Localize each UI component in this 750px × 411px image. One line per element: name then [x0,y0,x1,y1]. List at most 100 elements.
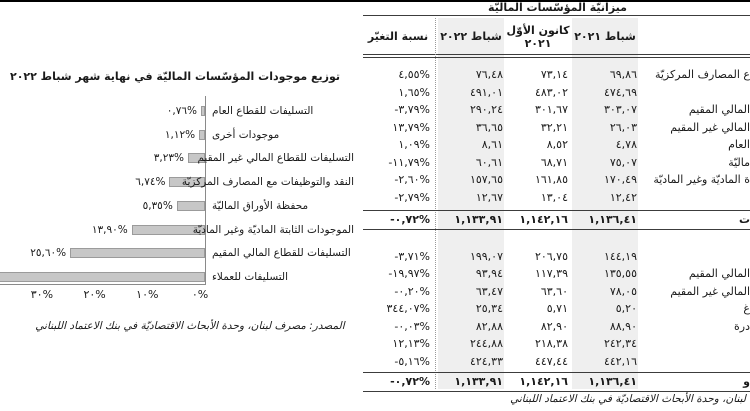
section2-total-top-rule [363,372,750,373]
cell-dec-2021: ٣٢,٢١ [540,120,568,134]
cell-dec-2021: ١,١٤٢,١٦ [519,213,568,226]
cell-change: -٢,٦٠% [394,173,430,186]
table-row: -٥,١٦% ٤٢٤,٣٣ ٤٤٧,٤٤ ٤٤٢,١٦ [0,355,750,369]
cell-row-label: المالي المقيم [688,103,750,116]
cell-change: -٠,٧٢% [390,374,430,388]
cell-dec-2021: ٥,٧١ [546,302,568,315]
feb2021-column-shading [572,18,638,389]
table-row: -٢,٧٩% ١٢,٦٧ ١٣,٠٤ ١٢,٤٢ [0,191,750,205]
cell-change: ١,٠٩% [398,138,430,151]
section2-total-bottom-rule [363,391,750,392]
cell-dec-2021: ١١٧,٣٩ [534,267,568,280]
x-axis-tick-label: ١٠% [136,288,159,301]
table-row: -٠,٢٠% ٦٣,٤٧ ٦٣,٦٠ ٧٨,٠٥ المالي غير المقيم [0,285,750,299]
cell-dec-2021: ٦٣,٦٠ [540,284,568,298]
cell-dec-2021: ١٦١,٨٥ [534,173,568,186]
feb2022-column-shading [438,18,504,389]
cell-change: ٤,٥٥% [398,68,430,81]
cell-feb-2021: ٧٥,٠٧ [609,155,637,169]
chart-bar [0,271,205,282]
cell-feb-2022: ٣٦,٦٥ [475,120,503,134]
cell-feb-2022: ٨,٦١ [481,138,503,151]
cell-change: -٢,٧٩% [394,190,430,204]
cell-dec-2021: ٨٢,٩٠ [540,319,568,333]
chart-title: توزيع موجودات المؤسّسات الماليّة في نهاي… [9,70,340,83]
table-row: ١٢,١٣% ٢٤٤,٨٨ ٢١٨,٣٨ ٢٤٢,٣٤ [0,337,750,351]
cell-feb-2022: ٩٣,٩٤ [475,267,503,280]
bar-category-label: التسليفات للقطاع المالي المقيم [212,247,351,260]
cell-feb-2021: ١٤٤,١٩ [603,249,637,263]
cell-feb-2022: ١٥٧,٦٥ [469,173,503,186]
bar-category-label: التسليفات للقطاع المالي غير المقيم [197,152,354,165]
cell-feb-2021: ١,١٣٦,٤١ [588,213,637,226]
chart-bar [70,248,205,259]
column-header-feb-2021: شباط ٢٠٢١ [574,30,636,43]
cell-dec-2021: ٤٨٣,٠٢ [534,85,568,99]
cell-feb-2021: ٣٠٣,٠٧ [603,103,637,116]
chart-bottom-axis [0,284,206,285]
table-row: ٤,٥٥% ٧٦,٤٨ ٧٣,١٤ ٦٩,٨٦ ع المصارف المركزيّة [0,68,750,82]
cell-feb-2021: ٧٨,٠٥ [609,284,637,298]
cell-change: ١,٦٥% [398,85,430,99]
bar-value-label: ٠,٧٦% [166,105,197,117]
cell-row-label: ع المصارف المركزيّة [654,68,750,81]
table-row: -٣,٧٩% ٢٩٠,٢٤ ٣٠١,٦٧ ٣٠٣,٠٧ المالي المقيم [0,103,750,117]
cell-change: -٠,٧٢% [390,213,430,226]
cell-feb-2022: ٢٤٤,٨٨ [469,337,503,350]
bar-value-label: ٢٥,٦٠% [30,247,67,260]
cell-change: -٠,٠٣% [394,319,430,333]
cell-feb-2022: ١٩٩,٠٧ [469,249,503,263]
cell-feb-2021: ٦٩,٨٦ [609,68,637,81]
column-header-change: نسبة التغيّر [367,30,429,43]
header-rule-lower [363,57,750,58]
table-source-note: لبنان، وحدة الأبحاث الاقتصاديّة في بنك ا… [510,393,746,405]
cell-row-label: غ [743,302,750,315]
cell-row-label: ماليّة [728,155,750,169]
cell-feb-2022: ٨٢,٨٨ [475,319,503,333]
table-column-separator [435,18,436,389]
chart-bar [131,224,205,235]
cell-feb-2021: ١٧٠,٤٩ [603,173,637,186]
cell-change: -٠,٢٠% [394,284,430,298]
cell-feb-2021: ٤٤٢,١٦ [603,354,637,368]
cell-change: -٥,١٦% [394,354,430,368]
table-row: ٣٤٤,٠٧% ٢٥,٣٤ ٥,٧١ ٥,٢٠ غ [0,302,750,316]
cell-change: ١٢,١٣% [392,337,430,350]
bar-category-label: التسليفات للقطاع العام [212,105,314,117]
section1-total-top-rule [363,210,750,211]
table-title: ميزانيّة المؤسّسات الماليّة [488,1,627,14]
x-axis-tick-label: ٢٠% [83,288,106,301]
cell-feb-2022: ١,١٣٣,٩١ [454,213,503,226]
cell-feb-2022: ٢٥,٣٤ [475,302,503,315]
cell-row-label: المالي غير المقيم [670,120,750,134]
chart-bar [187,153,205,164]
cell-row-label: المالي المقيم [688,267,750,280]
chart-baseline-axis [205,96,206,284]
chart-bar [200,106,205,116]
cell-row-label: ت [738,213,750,226]
x-axis-tick-label: ٠% [191,288,209,301]
cell-feb-2021: ١٢,٤٢ [609,190,637,204]
table-row: ١٣,٧٩% ٣٦,٦٥ ٣٢,٢١ ٢٦,٠٣ المالي غير المقيم [0,121,750,135]
x-axis-tick-label: ٣٠% [30,288,54,301]
table-row: ١,٦٥% ٤٩١,٠١ ٤٨٣,٠٢ ٤٧٤,٦٩ [0,86,750,100]
bar-category-label: النقد والتوظيفات مع المصارف المركزيّة [181,176,354,189]
table-total-row: -٠,٧٢% ١,١٣٣,٩١ ١,١٤٢,١٦ ١,١٣٦,٤١ و [0,375,750,389]
cell-feb-2022: ٤٢٤,٣٣ [469,354,503,368]
rule-below-title [363,15,750,16]
cell-feb-2022: ٧٦,٤٨ [475,68,503,81]
cell-feb-2022: ١,١٣٣,٩١ [454,374,503,388]
table-total-row: -٠,٧٢% ١,١٣٣,٩١ ١,١٤٢,١٦ ١,١٣٦,٤١ ت [0,213,750,227]
cell-row-label: درة [734,319,750,333]
bar-value-label: ٥,٣٥% [142,199,173,212]
cell-feb-2021: ٨٨,٩٠ [609,319,637,333]
table-row: -١٩,٩٧% ٩٣,٩٤ ١١٧,٣٩ ١٣٥,٥٥ المالي المقيم [0,267,750,281]
cell-feb-2021: ١٣٥,٥٥ [603,267,637,280]
bar-category-label: التسليفات للعملاء [212,270,289,283]
cell-change: -٣,٧١% [394,249,430,263]
cell-dec-2021: ١٣,٠٤ [540,190,568,204]
cell-row-label: العام [728,138,750,151]
table-row: -٢,٦٠% ١٥٧,٦٥ ١٦١,٨٥ ١٧٠,٤٩ ة الماديّة وغير … [0,173,750,187]
bar-value-label: ٣,٢٣% [153,152,184,165]
top-border-line [0,0,750,2]
